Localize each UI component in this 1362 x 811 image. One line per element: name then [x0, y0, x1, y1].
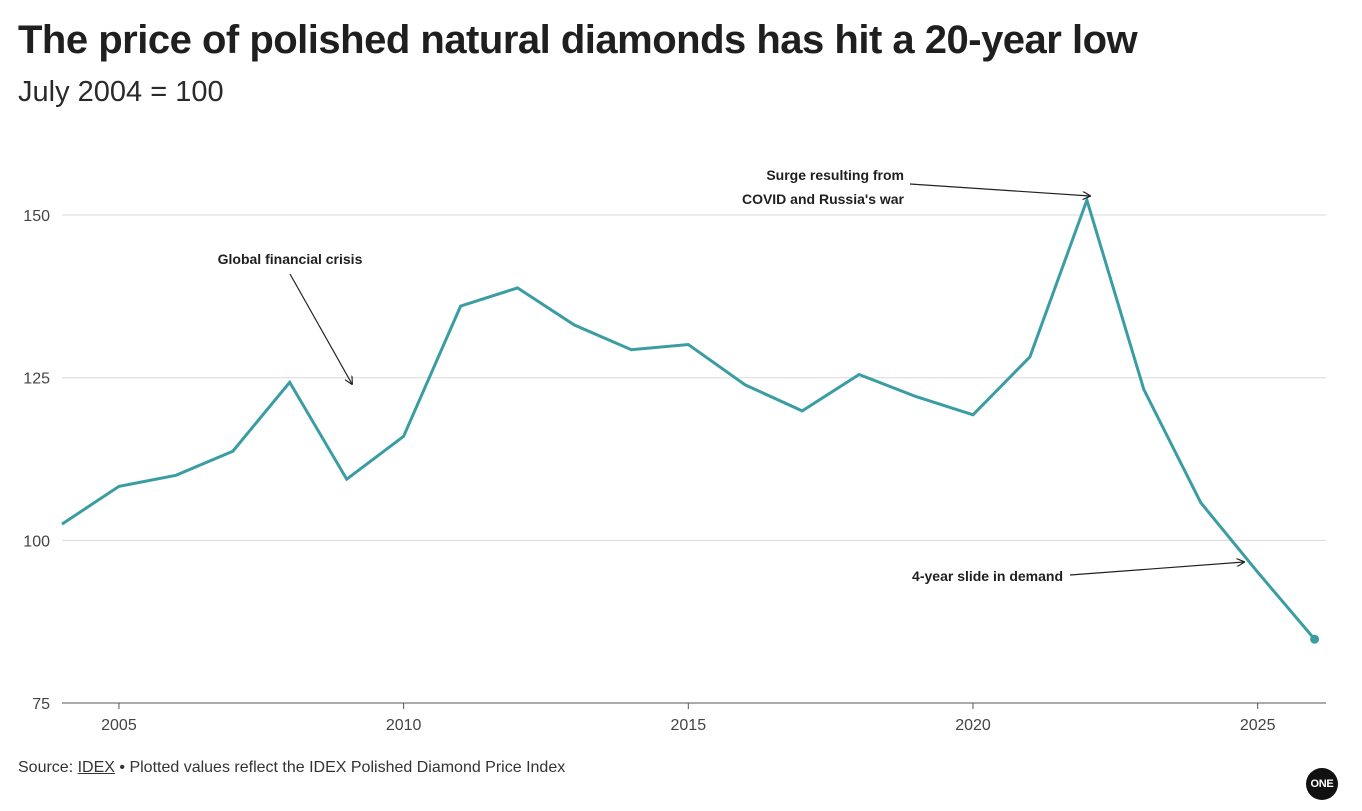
x-tick-label-2020: 2020: [955, 717, 991, 734]
annotation-arrow: [1069, 562, 1244, 576]
annotation-arrow: [289, 273, 352, 384]
source-label: Source:: [18, 759, 74, 776]
source-link[interactable]: IDEX: [77, 759, 115, 776]
series-line-idex: [61, 195, 1316, 641]
chart-title: The price of polished natural diamonds h…: [18, 18, 1138, 62]
x-tick-label-2015: 2015: [671, 717, 707, 734]
annotation-text: COVID and Russia's war: [742, 191, 905, 207]
x-tick-label-2005: 2005: [101, 717, 137, 734]
end-point-marker: [1310, 634, 1320, 644]
chart-subtitle: July 2004 = 100: [18, 76, 224, 108]
x-tick-label-2025: 2025: [1240, 717, 1276, 734]
one-logo: ONE: [1306, 768, 1338, 800]
annotation-text: Global financial crisis: [218, 251, 363, 267]
y-tick-label-100: 100: [23, 533, 50, 550]
source-description: • Plotted values reflect the IDEX Polish…: [119, 759, 566, 776]
source-note: Source: IDEX • Plotted values reflect th…: [18, 759, 565, 777]
y-tick-label-125: 125: [23, 371, 50, 388]
y-tick-label-150: 150: [23, 208, 50, 225]
y-tick-label-75: 75: [32, 696, 50, 713]
annotation-text: Surge resulting from: [766, 167, 904, 183]
annotation-text: 4-year slide in demand: [912, 568, 1063, 584]
x-tick-label-2010: 2010: [386, 717, 422, 734]
annotation-arrow: [909, 183, 1090, 196]
